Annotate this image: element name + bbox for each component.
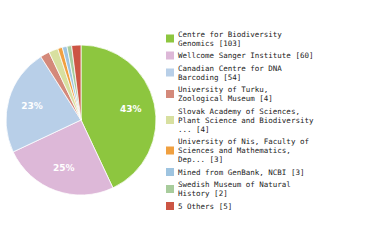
legend-entry: Mined from GenBank, NCBI [3] (166, 168, 304, 177)
legend-label-line: ... [4] (178, 125, 210, 134)
legend-label-line: Slovak Academy of Sciences, (178, 107, 300, 116)
legend-label-line: Plant Science and Biodiversity (178, 116, 314, 125)
legend-label-line: Canadian Centre for DNA (178, 64, 282, 73)
legend-label: Slovak Academy of Sciences,Plant Science… (178, 107, 314, 134)
legend-label-line: History [2] (178, 189, 228, 198)
legend-swatch (166, 52, 174, 60)
data-label: 25% (53, 163, 75, 173)
legend-label: Centre for BiodiversityGenomics [103] (178, 30, 282, 48)
legend-entry: Centre for BiodiversityGenomics [103] (166, 30, 282, 48)
legend-swatch (166, 185, 174, 193)
legend-label: Wellcome Sanger Institute [60] (178, 51, 313, 60)
legend-label-line: Barcoding [54] (178, 73, 241, 82)
legend-label: University of Nis, Faculty ofSciences an… (178, 137, 309, 164)
legend-swatch (166, 35, 174, 43)
legend-label: Canadian Centre for DNABarcoding [54] (178, 64, 282, 82)
legend-label-line: Dep... [3] (178, 155, 223, 164)
legend-swatch (166, 168, 174, 176)
legend-swatch (166, 116, 174, 124)
legend-swatch (166, 202, 174, 210)
legend-label: 5 Others [5] (178, 202, 232, 211)
legend-entry: Wellcome Sanger Institute [60] (166, 51, 313, 60)
legend-entry: University of Nis, Faculty ofSciences an… (166, 137, 309, 164)
legend-label: Swedish Museum of NaturalHistory [2] (178, 180, 291, 198)
data-label: 43% (120, 104, 142, 114)
legend-label-line: Swedish Museum of Natural (178, 180, 291, 189)
legend-swatch (166, 69, 174, 77)
legend-label-line: Wellcome Sanger Institute [60] (178, 51, 313, 60)
legend-entry: Canadian Centre for DNABarcoding [54] (166, 64, 282, 82)
legend-entry: University of Turku,Zoological Museum [4… (166, 85, 273, 103)
legend-label-line: Centre for Biodiversity (178, 30, 282, 39)
data-labels: 43% 25% 23% (21, 101, 141, 173)
pie (6, 45, 156, 195)
legend-swatch (166, 147, 174, 155)
data-label: 23% (21, 101, 43, 111)
legend-label-line: Mined from GenBank, NCBI [3] (178, 168, 304, 177)
legend-label-line: University of Nis, Faculty of (178, 137, 309, 146)
legend: Centre for BiodiversityGenomics [103] Wel… (166, 30, 314, 211)
legend-label: University of Turku,Zoological Museum [4… (178, 85, 273, 103)
legend-swatch (166, 90, 174, 98)
legend-entry: 5 Others [5] (166, 202, 232, 211)
legend-label-line: Sciences and Mathematics, (178, 146, 291, 155)
chart: 43% 25% 23% Centre for BiodiversityGenomics… (0, 0, 380, 240)
legend-label-line: Genomics [103] (178, 39, 241, 48)
legend-label-line: University of Turku, (178, 85, 268, 94)
legend-entry: Slovak Academy of Sciences,Plant Science… (166, 107, 314, 134)
legend-label-line: 5 Others [5] (178, 202, 232, 211)
legend-entry: Swedish Museum of NaturalHistory [2] (166, 180, 291, 198)
pie-slice (72, 45, 81, 120)
legend-label: Mined from GenBank, NCBI [3] (178, 168, 304, 177)
legend-label-line: Zoological Museum [4] (178, 94, 273, 103)
pie-slice (67, 46, 81, 120)
